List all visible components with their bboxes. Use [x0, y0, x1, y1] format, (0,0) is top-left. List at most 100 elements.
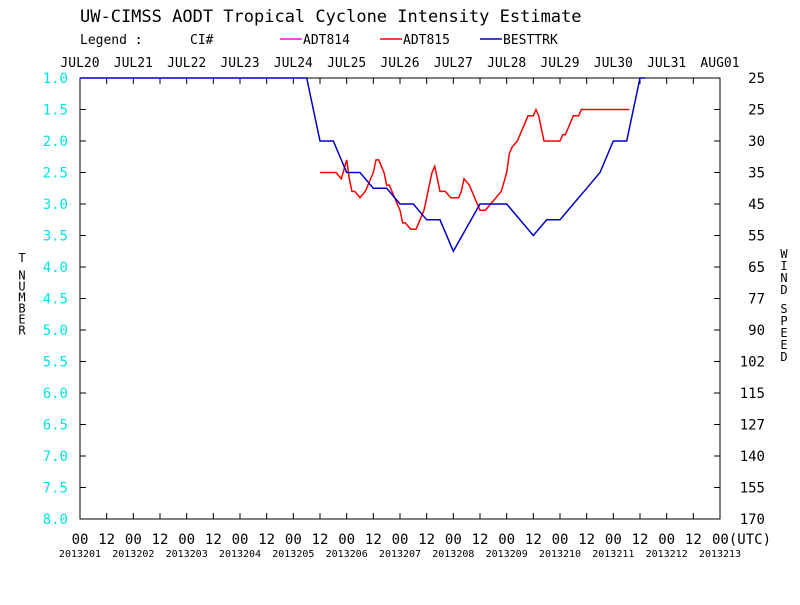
axis-label-letter: D [780, 350, 787, 364]
x-hour-tick-label: 12 [365, 532, 382, 548]
y-tick-label: 8.0 [43, 512, 68, 528]
y-tick-label: 2.5 [43, 166, 68, 182]
top-date-label: JUL27 [434, 56, 473, 71]
axis-label-letter: E [780, 326, 787, 340]
top-date-label: JUL29 [540, 56, 579, 71]
top-date-label: JUL25 [327, 56, 366, 71]
y-tick-label: 1.0 [43, 71, 68, 87]
legend-entry-adt814: ADT814 [303, 33, 350, 48]
legend-entry-besttrk: BESTTRK [503, 33, 558, 48]
axis-label-letter: T [18, 251, 25, 265]
top-date-label: JUL23 [220, 56, 259, 71]
plot-frame [79, 77, 721, 520]
axis-label-letter: E [780, 338, 787, 352]
x-hour-tick-label: 12 [98, 532, 115, 548]
y-tick-label: 3.5 [43, 229, 68, 245]
axis-label-letter: E [18, 313, 25, 327]
top-date-label: JUL24 [274, 56, 313, 71]
x-hour-tick-label: 00 [72, 532, 89, 548]
x-hour-tick-label: 00 [445, 532, 462, 548]
julian-date-label: 2013203 [166, 549, 208, 560]
y-tick-label: 7.5 [43, 481, 68, 497]
y-right-tick-label: 115 [740, 386, 765, 402]
y-tick-label: 4.0 [43, 260, 68, 276]
y-right-tick-label: 90 [748, 323, 765, 339]
y-right-tick-label: 25 [748, 71, 765, 87]
x-hour-tick-label: 00(UTC) [712, 532, 771, 548]
x-hour-tick-label: 12 [685, 532, 702, 548]
axis-label-letter: U [18, 280, 25, 294]
series-layer [80, 77, 646, 253]
y-tick-label: 6.0 [43, 386, 68, 402]
top-date-label: JUL21 [114, 56, 153, 71]
y-right-tick-label: 127 [740, 418, 765, 434]
y-right-tick-label: 30 [748, 134, 765, 150]
julian-date-label: 2013210 [539, 549, 581, 560]
julian-date-label: 2013211 [592, 549, 634, 560]
y-right-tick-label: 65 [748, 260, 765, 276]
x-hour-tick-label: 00 [605, 532, 622, 548]
julian-date-label: 2013208 [432, 549, 474, 560]
y-tick-label: 7.0 [43, 449, 68, 465]
x-hour-tick-label: 00 [498, 532, 515, 548]
ticks-layer: JUL20 JUL21 JUL22 JUL23 JUL24 JUL25 JUL26 JUL27… [43, 56, 771, 560]
top-date-label: JUL20 [60, 56, 99, 71]
x-hour-tick-label: 00 [552, 532, 569, 548]
legend-entry-adt815: ADT815 [403, 33, 450, 48]
x-hour-tick-label: 12 [418, 532, 435, 548]
axis-label-letter: R [18, 324, 26, 338]
series-line-adt815 [320, 107, 630, 230]
x-hour-tick-label: 12 [472, 532, 489, 548]
y-right-tick-label: 102 [740, 355, 765, 371]
chart-title: UW-CIMSS AODT Tropical Cyclone Intensity… [80, 7, 582, 27]
top-date-label: JUL26 [380, 56, 419, 71]
legend-label: Legend : [80, 33, 143, 48]
legend-ci-label: CI# [190, 33, 214, 48]
y-right-tick-label: 55 [748, 229, 765, 245]
axis-label-letter: N [780, 271, 787, 285]
series-line-besttrk [80, 77, 646, 253]
top-date-label: AUG01 [700, 56, 739, 71]
x-hour-tick-label: 00 [285, 532, 302, 548]
y-right-tick-label: 25 [748, 103, 765, 119]
y-tick-label: 1.5 [43, 103, 68, 119]
x-hour-tick-label: 12 [578, 532, 595, 548]
y-right-tick-label: 45 [748, 197, 765, 213]
y-right-tick-label: 155 [740, 481, 765, 497]
y-tick-label: 5.0 [43, 323, 68, 339]
x-hour-tick-label: 12 [205, 532, 222, 548]
julian-date-label: 2013201 [59, 549, 101, 560]
julian-date-label: 2013212 [646, 549, 688, 560]
axis-label-letter: M [18, 291, 25, 305]
julian-date-label: 2013209 [486, 549, 528, 560]
y-tick-label: 2.0 [43, 134, 68, 150]
y-tick-label: 5.5 [43, 355, 68, 371]
x-hour-tick-label: 12 [152, 532, 169, 548]
top-date-label: JUL30 [594, 56, 633, 71]
x-hour-tick-label: 00 [125, 532, 142, 548]
axis-label-letter: P [780, 314, 787, 328]
axis-label-letter: W [780, 247, 788, 261]
x-hour-tick-label: 12 [632, 532, 649, 548]
x-hour-tick-label: 12 [258, 532, 275, 548]
axis-label-letter: I [780, 259, 787, 273]
top-date-label: JUL31 [647, 56, 686, 71]
x-hour-tick-label: 00 [338, 532, 355, 548]
axis-label-letter: S [780, 302, 787, 316]
x-hour-tick-label: 12 [312, 532, 329, 548]
x-hour-tick-label: 00 [658, 532, 675, 548]
julian-date-label: 2013207 [379, 549, 421, 560]
julian-date-label: 2013204 [219, 549, 261, 560]
y-tick-label: 3.0 [43, 197, 68, 213]
julian-date-label: 2013205 [272, 549, 314, 560]
y-right-tick-label: 77 [748, 292, 765, 308]
axis-label-letter: N [18, 269, 25, 283]
top-date-label: JUL28 [487, 56, 526, 71]
julian-date-label: 2013202 [112, 549, 154, 560]
y-tick-label: 6.5 [43, 418, 68, 434]
julian-date-label: 2013206 [326, 549, 368, 560]
y-right-tick-label: 140 [740, 449, 765, 465]
